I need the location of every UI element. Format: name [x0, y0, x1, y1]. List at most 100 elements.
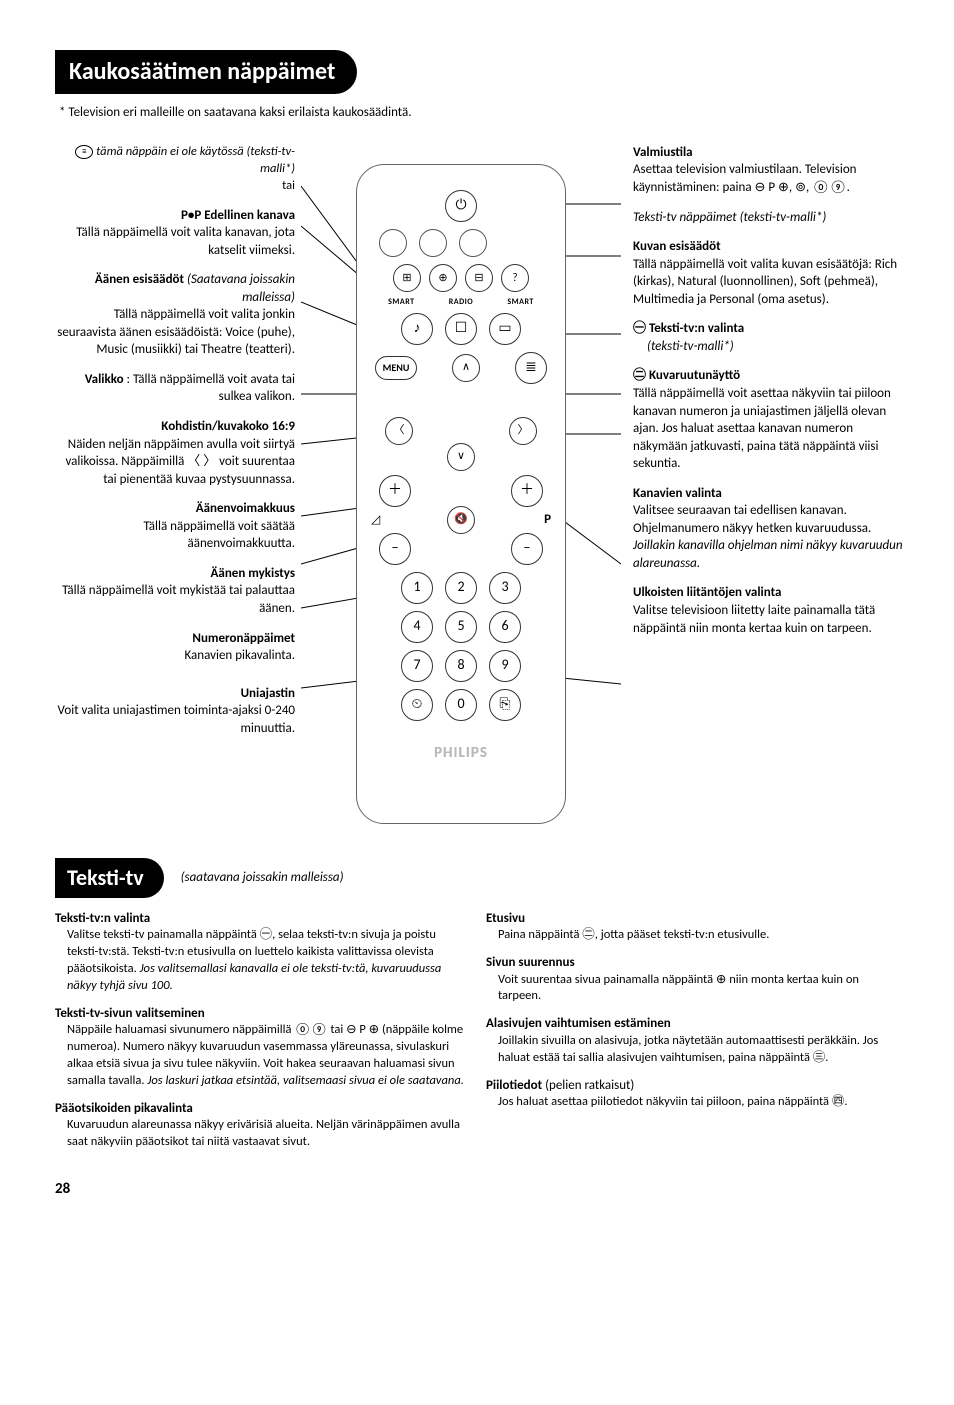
nav-down-button[interactable]: ∨: [447, 443, 475, 471]
left-block-8-title: Uniajastin: [241, 686, 295, 701]
power-button[interactable]: ⏻: [445, 190, 477, 222]
row-icon-1[interactable]: ⊕: [429, 264, 457, 292]
nav-left-button[interactable]: 〈: [385, 417, 413, 445]
colour-button-3[interactable]: [459, 229, 487, 257]
left-block-5-title: Äänenvoimakkuus: [196, 501, 295, 516]
digit-6[interactable]: 6: [489, 611, 521, 643]
tt-r3-suffix: (pelien ratkaisut): [542, 1078, 634, 1093]
vol-down-button[interactable]: −: [379, 533, 411, 565]
right-block-1-italic: Teksti-tv näppäimet (teksti-tv-malli*): [633, 210, 826, 225]
right-block-5-title: Kanavien valinta: [633, 486, 722, 501]
left-block-0-italic: tämä näppäin ei ole käytössä (teksti-tv-…: [96, 144, 295, 176]
teletext-section-sub: (saatavana joissakin malleissa): [181, 869, 344, 887]
remote-body: ⏻ ⊞ ⊕ ⊟ ? SMART RADIO SMART ♪ ☐ ▭: [356, 164, 566, 824]
radio-button[interactable]: ☐: [445, 313, 477, 345]
teletext-right-col: Etusivu Paina näppäintä ㊁, jotta pääset …: [486, 910, 899, 1161]
right-block-6-body: Valitse televisioon liitetty laite paina…: [633, 603, 875, 636]
brand-label: PHILIPS: [371, 743, 551, 763]
left-block-2-title: Äänen esisäädöt: [95, 272, 184, 287]
colour-button-2[interactable]: [419, 229, 447, 257]
right-block-5-italic: Joillakin kanavilla ohjelman nimi näkyy …: [633, 538, 903, 571]
right-block-5-body: Valitsee seuraavan tai edellisen kanavan…: [633, 503, 871, 536]
left-block-6-title: Äänen mykistys: [211, 566, 295, 581]
smart-label-2: SMART: [507, 297, 534, 308]
tt-r3-p: Jos haluat asettaa piilotiedot näkyviin …: [486, 1094, 899, 1111]
tt-l2-p: Kuvaruudun alareunassa näkyy erivärisiä …: [55, 1117, 468, 1151]
tt-l0-h: Teksti-tv:n valinta: [55, 910, 468, 928]
row-icon-2[interactable]: ⊟: [465, 264, 493, 292]
tt-r2-p: Joillakin sivuilla on alasivuja, jotka n…: [486, 1033, 899, 1067]
tt-l2-h: Pääotsikoiden pikavalinta: [55, 1100, 468, 1118]
digit-2[interactable]: 2: [445, 572, 477, 604]
digit-9[interactable]: 9: [489, 650, 521, 682]
digit-4[interactable]: 4: [401, 611, 433, 643]
digit-5[interactable]: 5: [445, 611, 477, 643]
left-block-8-body: Voit valita uniajastimen toiminta-ajaksi…: [58, 703, 295, 736]
right-column: Valmiustila Asettaa television valmiusti…: [627, 144, 907, 649]
right-block-2-title: Kuvan esisäädöt: [633, 239, 721, 254]
tt-l1-h: Teksti-tv-sivun valitseminen: [55, 1005, 468, 1023]
tt-r0-h: Etusivu: [486, 910, 899, 928]
smart-picture-button[interactable]: ▭: [489, 313, 521, 345]
left-block-4-title: Kohdistin/kuvakoko 16:9: [161, 419, 295, 434]
tt-r3-h: Piilotiedot: [486, 1078, 542, 1093]
digit-0[interactable]: 0: [445, 689, 477, 721]
right-block-0-title: Valmiustila: [633, 145, 693, 160]
section-subhead: * Television eri malleille on saatavana …: [55, 104, 899, 122]
row-icon-0[interactable]: ⊞: [393, 264, 421, 292]
right-block-2-body: Tällä näppäimellä voit valita kuvan esis…: [633, 257, 897, 307]
tt-l1-it: Jos laskuri jatkaa etsintää, valitsemaas…: [147, 1073, 464, 1088]
left-block-4-body: Näiden neljän näppäimen avulla voit siir…: [66, 437, 296, 487]
left-block-7-body: Kanavien pikavalinta.: [185, 648, 296, 663]
tt-r1-p: Voit suurentaa sivua painamalla näppäint…: [486, 972, 899, 1006]
digit-7[interactable]: 7: [401, 650, 433, 682]
right-block-4-title: ㊁ Kuvaruutunäyttö: [633, 368, 740, 383]
sleep-timer-button[interactable]: ⏲: [401, 689, 433, 721]
right-block-4-body: Tällä näppäimellä voit asettaa näkyviin …: [633, 386, 891, 471]
mute-button[interactable]: 🔇: [447, 506, 475, 534]
teletext-section-title: Teksti-tv: [55, 858, 164, 898]
left-block-5-body: Tällä näppäimellä voit säätää äänenvoima…: [143, 519, 295, 552]
left-block-0-or: tai: [282, 178, 295, 193]
prog-down-button[interactable]: −: [511, 533, 543, 565]
right-block-3-italic: (teksti-tv-malli*): [633, 339, 734, 354]
digit-1[interactable]: 1: [401, 572, 433, 604]
left-column: ≡ tämä näppäin ei ole käytössä (teksti-t…: [55, 144, 295, 749]
tt-r1-h: Sivun suurennus: [486, 954, 899, 972]
smart-label-0: SMART: [388, 297, 415, 308]
right-block-3-title: ㊀ Teksti-tv:n valinta: [633, 321, 744, 336]
teletext-icon: ≡: [75, 145, 93, 159]
teletext-left-col: Teksti-tv:n valinta Valitse teksti-tv pa…: [55, 910, 468, 1161]
left-block-1-title: P•P Edellinen kanava: [181, 208, 295, 223]
main-layout: ≡ tämä näppäin ei ole käytössä (teksti-t…: [55, 144, 899, 824]
colour-button-1[interactable]: [379, 229, 407, 257]
section-title: Kaukosäätimen näppäimet: [55, 50, 357, 94]
digit-3[interactable]: 3: [489, 572, 521, 604]
teletext-two-column: Teksti-tv:n valinta Valitse teksti-tv pa…: [55, 910, 899, 1161]
tt-r0-p: Paina näppäintä ㊁, jotta pääset teksti-t…: [486, 927, 899, 944]
digit-8[interactable]: 8: [445, 650, 477, 682]
left-block-2-body: Tällä näppäimellä voit valita jonkin seu…: [57, 307, 295, 357]
nav-right-button[interactable]: 〉: [509, 417, 537, 445]
smart-sound-button[interactable]: ♪: [401, 313, 433, 345]
vol-up-button[interactable]: ＋: [379, 475, 411, 507]
left-block-2-italic: (Saatavana joissakin malleissa): [187, 272, 295, 305]
teletext-select-button[interactable]: ≣: [515, 352, 547, 384]
left-block-1-body: Tällä näppäimellä voit valita kanavan, j…: [76, 225, 295, 258]
remote-diagram: ⏻ ⊞ ⊕ ⊟ ? SMART RADIO SMART ♪ ☐ ▭: [301, 144, 621, 824]
volume-label: ◿: [371, 512, 380, 528]
nav-up-button[interactable]: ∧: [452, 354, 480, 382]
right-block-6-title: Ulkoisten liitäntöjen valinta: [633, 585, 781, 600]
row-icon-3[interactable]: ?: [501, 264, 529, 292]
tt-r2-h: Alasivujen vaihtumisen estäminen: [486, 1015, 899, 1033]
left-block-3-title: Valikko: [85, 372, 124, 387]
left-block-7-title: Numeronäppäimet: [192, 631, 295, 646]
smart-label-1: RADIO: [449, 297, 473, 308]
left-block-3-body: : Tällä näppäimellä voit avata tai sulke…: [127, 372, 295, 405]
ext-source-button[interactable]: ⎘: [489, 689, 521, 721]
left-block-6-body: Tällä näppäimellä voit mykistää tai pala…: [62, 583, 295, 616]
prog-up-button[interactable]: ＋: [511, 475, 543, 507]
menu-button[interactable]: MENU: [375, 356, 417, 380]
right-block-0-body: Asettaa television valmiustilaan. Televi…: [633, 162, 857, 195]
program-label: P: [544, 511, 551, 529]
